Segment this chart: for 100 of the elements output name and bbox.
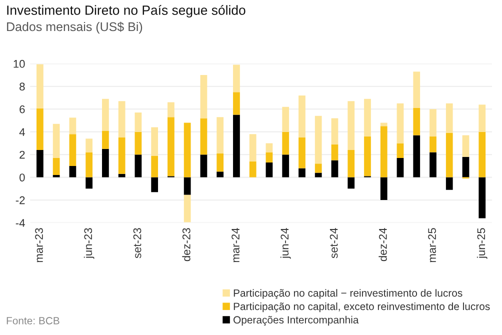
bar	[52, 124, 60, 158]
bar	[216, 153, 224, 172]
bar	[151, 177, 158, 192]
bar	[266, 162, 273, 178]
bar	[200, 118, 208, 155]
bar	[331, 144, 338, 160]
x-tick-label: jun-25	[476, 228, 488, 259]
bar	[446, 103, 453, 133]
bar	[314, 172, 322, 178]
bar	[430, 152, 436, 178]
bar	[331, 118, 338, 144]
bar	[102, 98, 109, 131]
bar	[314, 116, 322, 164]
bar	[462, 135, 470, 157]
bar	[413, 108, 420, 136]
bar	[348, 177, 355, 189]
bar	[364, 98, 371, 136]
chart-title: Investimento Direto no País segue sólido	[7, 5, 246, 18]
bar	[36, 150, 44, 178]
bar	[168, 117, 174, 176]
bar	[266, 143, 273, 152]
legend-label: Participação no capital − reinvestimento de lucros	[234, 289, 462, 299]
bar	[233, 114, 240, 178]
y-tick-label: -4	[16, 219, 25, 227]
bar	[134, 112, 142, 132]
bar	[331, 160, 338, 178]
bar	[282, 132, 290, 155]
bar	[249, 161, 256, 178]
bar	[36, 64, 44, 109]
bar	[86, 152, 93, 178]
bar	[462, 156, 470, 178]
bar	[118, 138, 126, 174]
x-tick-label: dez-23	[182, 228, 190, 262]
x-tick-label: jun-23	[84, 228, 94, 259]
bar	[298, 95, 306, 138]
bar	[396, 158, 404, 178]
bar	[396, 103, 404, 144]
bar	[430, 109, 436, 136]
x-tick-label: mar-23	[35, 228, 43, 262]
x-tick-label: mar-24	[232, 228, 240, 262]
bar	[102, 148, 109, 178]
bar	[249, 134, 256, 162]
bar	[282, 106, 290, 132]
x-tick-label: set-24	[330, 228, 338, 258]
x-tick-label: set-23	[133, 228, 142, 258]
bar	[348, 150, 355, 178]
bar	[478, 132, 486, 178]
bar	[413, 135, 420, 178]
bar	[364, 136, 371, 176]
bar	[233, 92, 240, 115]
y-tick-label: 10	[14, 60, 25, 68]
x-tick-label: mar-25	[428, 228, 436, 262]
legend-label: Operações Intercompanhia	[234, 316, 359, 326]
bar	[216, 117, 224, 154]
y-tick-label: 8	[20, 82, 25, 91]
bar	[282, 154, 290, 178]
bar	[446, 177, 453, 190]
source-note: Fonte: BCB	[6, 317, 60, 324]
bar	[396, 143, 404, 158]
bar	[413, 72, 420, 108]
x-tick-label: jun-24	[280, 228, 291, 259]
y-tick-label: 4	[19, 128, 25, 136]
bar	[314, 164, 322, 173]
bar	[86, 138, 93, 152]
y-tick-label: 0	[20, 174, 25, 182]
y-tick-label: 2	[20, 150, 25, 159]
bar	[200, 75, 208, 118]
bar	[69, 166, 76, 178]
bar	[298, 138, 306, 168]
bar	[134, 132, 142, 155]
bar	[69, 134, 76, 166]
bar	[446, 132, 453, 178]
bar	[380, 177, 388, 200]
bar	[266, 152, 273, 163]
bar	[86, 177, 93, 189]
bar	[184, 122, 191, 178]
bar	[52, 158, 60, 176]
bar	[380, 126, 388, 178]
bar	[168, 102, 174, 118]
legend-label: Participação no capital, exceto reinvestimento de lucros	[234, 302, 490, 312]
bar	[36, 108, 44, 150]
y-tick-label: 6	[20, 105, 25, 114]
y-tick-label: -2	[16, 196, 25, 204]
bar	[134, 154, 142, 178]
bar	[118, 174, 126, 178]
bar	[151, 156, 158, 178]
bar	[478, 177, 486, 218]
bar	[69, 118, 76, 134]
bar	[151, 127, 158, 156]
bar	[233, 64, 240, 92]
bar	[478, 104, 486, 132]
bar	[118, 101, 126, 138]
x-tick-label: dez-24	[378, 228, 387, 262]
bar	[298, 168, 306, 178]
bar	[102, 130, 109, 149]
chart-subtitle: Dados mensais (US$ Bi)	[7, 22, 142, 34]
bar	[430, 136, 436, 152]
bar	[200, 154, 208, 178]
bar	[348, 101, 355, 150]
bar	[184, 177, 191, 195]
